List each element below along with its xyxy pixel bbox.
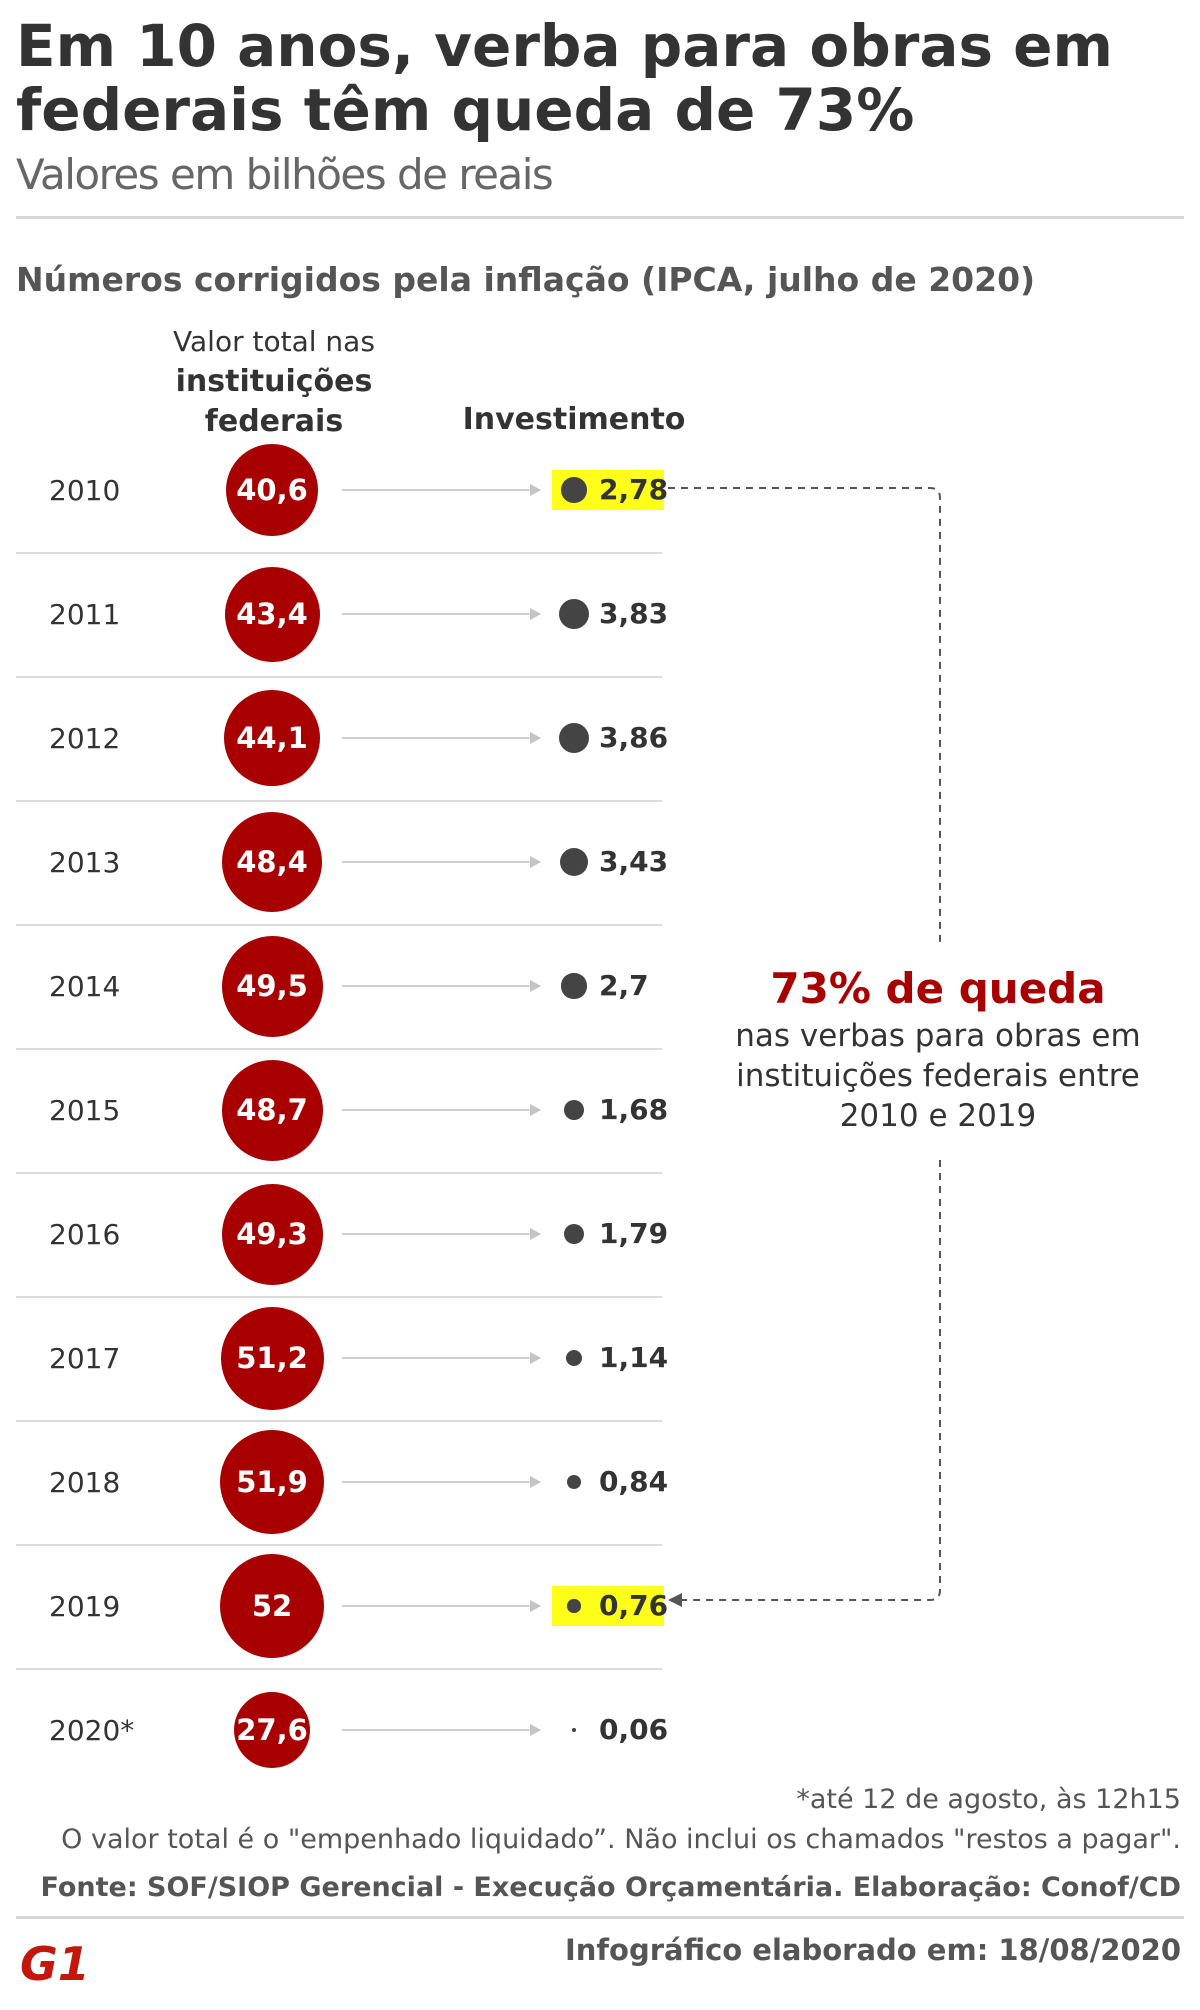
connector-arrowhead [530,1724,541,1736]
table-row: 2011 [16,552,662,678]
table-row: 2019 [16,1544,662,1670]
bottom-divider [16,1916,1184,1919]
top-divider [16,216,1184,219]
column-header-total-line1: Valor total nas [173,325,375,358]
year-label: 2013 [49,845,121,879]
total-bubble: 48,7 [221,1059,323,1161]
year-label: 2018 [49,1465,121,1499]
investment-dot [559,847,589,877]
table-row: 2020* [16,1668,662,1792]
connector-arrowhead [530,1228,541,1240]
year-label: 2017 [49,1341,121,1375]
investment-value: 0,84 [599,1465,669,1498]
connector-line [342,737,532,739]
connector-arrowhead [530,1476,541,1488]
connector-line [342,861,532,863]
g1-logo: G1 [20,1937,88,1988]
connector-line [342,1729,532,1731]
connector-arrowhead [530,484,541,496]
investment-dot [567,1475,581,1489]
year-label: 2011 [49,597,121,631]
investment-value: 1,79 [599,1217,669,1250]
connector-arrowhead [530,1104,541,1116]
investment-value: 2,7 [599,969,649,1002]
chart-subtitle: Valores em bilhões de reais [16,150,554,199]
investment-value: 3,43 [599,845,669,878]
investment-dot [561,973,587,999]
footnote-definition: O valor total é o "empenhado liquidado”.… [61,1824,1181,1855]
chart-title: Em 10 anos, verba para obras em federais… [16,12,1113,144]
bracket-arrowhead [668,1593,682,1607]
column-header-total-line3: federais [204,404,344,439]
source-note: Fonte: SOF/SIOP Gerencial - Execução Orç… [40,1872,1181,1903]
connector-arrowhead [530,980,541,992]
connector-arrowhead [530,856,541,868]
year-label: 2020* [49,1713,135,1747]
callout-headline: 73% de queda [770,964,1106,1013]
investment-dot [561,477,587,503]
investment-dot [563,1223,585,1245]
connector-arrowhead [530,1352,541,1364]
investment-value: 1,68 [599,1093,669,1126]
investment-dot [572,1728,576,1732]
year-label: 2019 [49,1589,121,1623]
investment-dot [567,1599,581,1613]
connector-line [342,1481,532,1483]
table-row: 2014 [16,924,662,1050]
table-row: 2016 [16,1172,662,1298]
investment-value: 0,06 [599,1713,669,1746]
investment-dot [559,599,589,629]
total-bubble: 27,6 [234,1692,310,1768]
year-label: 2014 [49,969,121,1003]
year-label: 2015 [49,1093,121,1127]
investment-dot [565,1349,583,1367]
connector-line [342,1605,532,1607]
connector-line [342,1109,532,1111]
column-header-total-line2: instituições [175,364,373,399]
investment-value: 3,86 [599,721,669,754]
bracket-line-bottom [678,1160,941,1601]
total-bubble: 40,6 [226,444,318,536]
table-row: 2012 [16,676,662,802]
bracket-line-top [668,487,941,945]
connector-arrowhead [530,732,541,744]
table-row: 2010 [16,428,662,554]
table-row: 2013 [16,800,662,926]
callout-text: nas verbas para obras em instituições fe… [735,1018,1141,1134]
footnote-date: *até 12 de agosto, às 12h15 [796,1784,1181,1815]
g1-logo-text: G1 [20,1937,88,1988]
credit-line: Infográfico elaborado em: 18/08/2020 [564,1933,1181,1967]
connector-arrowhead [530,1600,541,1612]
section-heading: Números corrigidos pela inflação (IPCA, … [16,260,1036,299]
investment-dot [564,1100,584,1120]
connector-arrowhead [530,608,541,620]
total-bubble: 51,2 [220,1306,324,1410]
total-bubble: 48,4 [222,812,322,912]
table-row: 2015 [16,1048,662,1174]
total-bubble: 44,1 [224,690,320,786]
investment-value: 1,14 [599,1341,669,1374]
investment-value: 3,83 [599,597,669,630]
column-header-investment: Investimento [462,402,686,437]
connector-line [342,985,532,987]
total-bubble: 52 [220,1554,324,1658]
total-bubble: 49,3 [221,1183,323,1285]
total-bubble: 49,5 [221,935,323,1037]
table-row: 2018 [16,1420,662,1546]
connector-line [342,489,532,491]
investment-value: 0,76 [599,1589,669,1622]
year-label: 2012 [49,721,121,755]
year-label: 2010 [49,473,121,507]
investment-dot [559,723,589,753]
connector-line [342,613,532,615]
column-header-total: Valor total nas instituições federais [150,322,398,442]
total-bubble: 51,9 [220,1430,324,1534]
connector-line [342,1357,532,1359]
year-label: 2016 [49,1217,121,1251]
total-bubble: 43,4 [224,566,320,662]
investment-value: 2,78 [599,473,669,506]
table-row: 2017 [16,1296,662,1422]
connector-line [342,1233,532,1235]
